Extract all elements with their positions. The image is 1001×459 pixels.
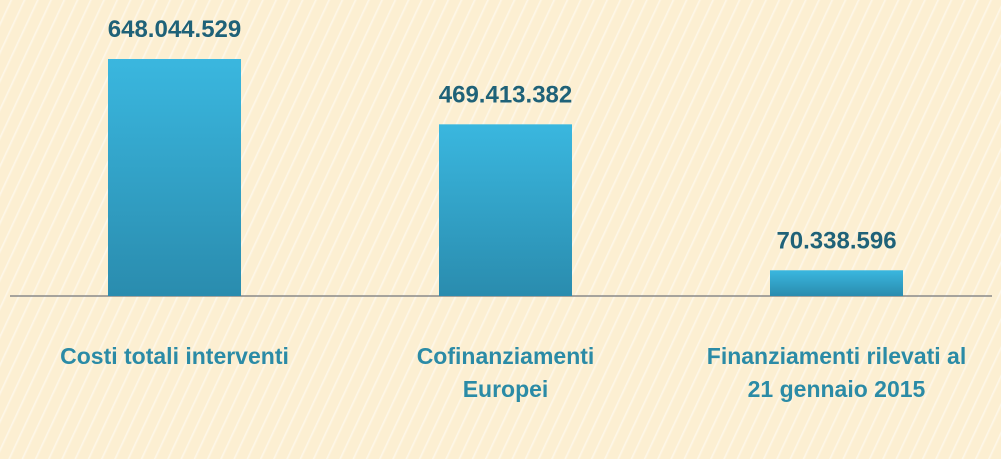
bar xyxy=(108,59,241,296)
category-label: Cofinanziamenti Europei xyxy=(416,343,595,402)
bar xyxy=(439,124,572,296)
value-label: 648.044.529 xyxy=(108,16,241,43)
category-label: Costi totali interventi xyxy=(60,343,289,369)
category-label: Finanziamenti rilevati al 21 gennaio 201… xyxy=(706,343,967,402)
value-label: 70.338.596 xyxy=(776,227,896,254)
bar xyxy=(770,270,903,296)
value-label: 469.413.382 xyxy=(439,81,572,108)
